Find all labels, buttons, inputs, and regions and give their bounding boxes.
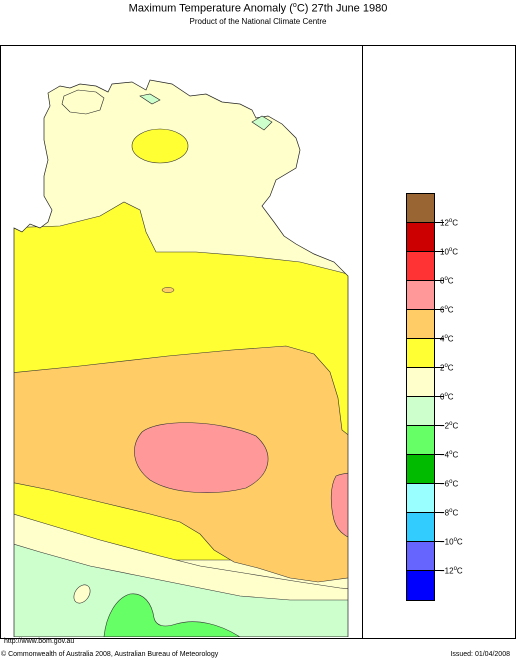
zone-minus-4-to-minus-2 xyxy=(103,593,242,637)
legend-swatch xyxy=(407,426,434,455)
zone-2-to-4-north xyxy=(131,128,189,164)
legend-divider xyxy=(362,45,363,638)
legend-swatch xyxy=(407,310,434,339)
legend-label: −10oC xyxy=(440,537,463,547)
legend-swatch xyxy=(407,513,434,542)
small-island-anomaly xyxy=(161,287,175,293)
legend-swatch xyxy=(407,252,434,281)
legend-label: 0oC xyxy=(440,392,454,402)
legend-label: −8oC xyxy=(440,508,459,518)
legend-color-bar xyxy=(406,193,435,601)
legend-swatch xyxy=(407,397,434,426)
bom-link[interactable]: http://www.bom.gov.au xyxy=(4,638,75,645)
legend-swatch xyxy=(407,542,434,571)
zone-6-to-8-west xyxy=(134,422,269,493)
legend-swatch xyxy=(407,484,434,513)
legend-label: −2oC xyxy=(440,421,459,431)
legend-swatch xyxy=(407,223,434,252)
legend-label: 8oC xyxy=(440,276,454,286)
copyright-text: © Commonwealth of Australia 2008, Austra… xyxy=(1,651,219,658)
legend-swatch xyxy=(407,194,434,223)
legend-label: −6oC xyxy=(440,479,459,489)
island-eastern xyxy=(251,115,273,131)
zone-6-to-8-east xyxy=(330,472,348,541)
legend-label: 10oC xyxy=(440,247,459,257)
legend-label: −4oC xyxy=(440,450,459,460)
legend-swatch xyxy=(407,368,434,397)
island-cobourg xyxy=(139,93,161,105)
anomaly-map xyxy=(13,79,349,637)
legend-swatch xyxy=(407,339,434,368)
legend-label: −12oC xyxy=(440,566,463,576)
legend-label: 4oC xyxy=(440,334,454,344)
legend-swatch xyxy=(407,281,434,310)
zone-minus-2-to-0 xyxy=(14,539,348,637)
legend-swatch xyxy=(407,571,434,600)
island-bathurst xyxy=(61,89,105,115)
legend-label: 2oC xyxy=(440,363,454,373)
legend-label: 6oC xyxy=(440,305,454,315)
issued-date: Issued: 01/04/2008 xyxy=(450,651,510,658)
legend-label: 12oC xyxy=(440,218,459,228)
coastline xyxy=(13,79,349,637)
legend-swatch xyxy=(407,455,434,484)
map-title: Maximum Temperature Anomaly (oC) 27th Ju… xyxy=(128,2,388,15)
zone-0-to-2-pocket xyxy=(73,584,91,604)
map-subtitle: Product of the National Climate Centre xyxy=(189,17,327,26)
